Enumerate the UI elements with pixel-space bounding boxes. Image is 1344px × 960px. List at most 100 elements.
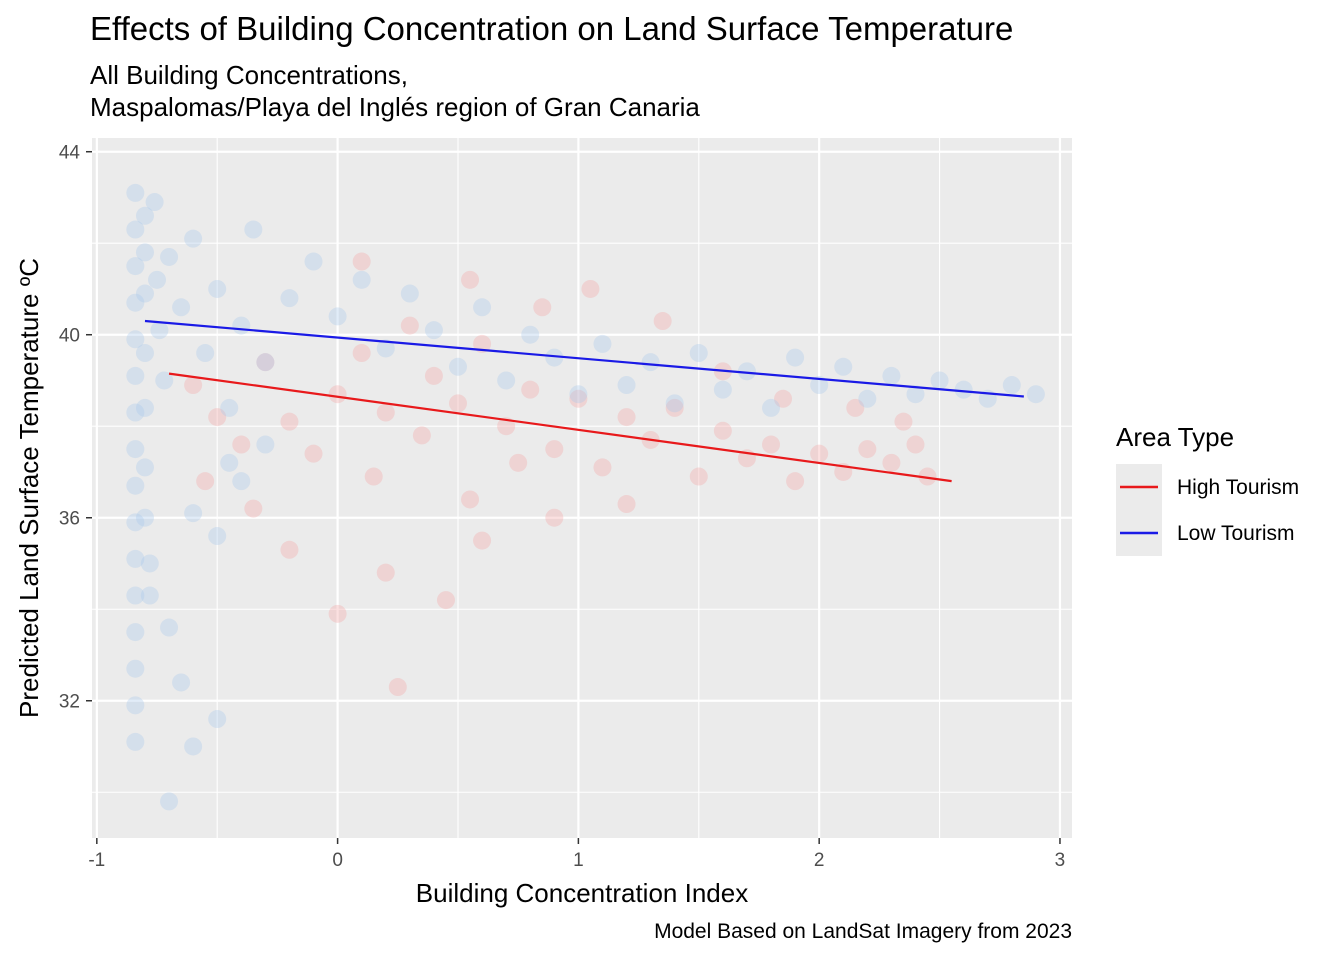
point-low-tourism bbox=[145, 193, 164, 212]
point-high-tourism bbox=[665, 398, 684, 417]
point-high-tourism bbox=[497, 417, 516, 436]
point-high-tourism bbox=[412, 426, 431, 445]
point-high-tourism bbox=[786, 472, 805, 491]
point-high-tourism bbox=[436, 591, 455, 610]
point-low-tourism bbox=[786, 348, 805, 367]
point-low-tourism bbox=[126, 220, 145, 239]
point-low-tourism bbox=[126, 366, 145, 385]
point-low-tourism bbox=[126, 476, 145, 495]
point-low-tourism bbox=[172, 673, 191, 692]
point-low-tourism bbox=[665, 394, 684, 413]
x-axis-label: Building Concentration Index bbox=[416, 878, 748, 908]
point-low-tourism bbox=[424, 321, 443, 340]
point-low-tourism bbox=[834, 357, 853, 376]
chart-caption: Model Based on LandSat Imagery from 2023 bbox=[654, 920, 1072, 943]
point-low-tourism bbox=[220, 453, 239, 472]
point-high-tourism bbox=[196, 472, 215, 491]
point-low-tourism bbox=[256, 435, 275, 454]
point-low-tourism bbox=[232, 472, 251, 491]
point-low-tourism bbox=[280, 289, 299, 308]
legend-key-bg bbox=[1116, 464, 1162, 556]
point-high-tourism bbox=[545, 440, 564, 459]
point-low-tourism bbox=[569, 385, 588, 404]
point-high-tourism bbox=[473, 531, 492, 550]
y-tick-label: 44 bbox=[59, 143, 81, 164]
point-high-tourism bbox=[473, 334, 492, 353]
point-low-tourism bbox=[135, 206, 154, 225]
point-low-tourism bbox=[208, 279, 227, 298]
point-low-tourism bbox=[126, 293, 145, 312]
point-low-tourism bbox=[135, 398, 154, 417]
point-low-tourism bbox=[126, 403, 145, 422]
x-tick-label: 2 bbox=[814, 850, 825, 871]
point-high-tourism bbox=[762, 435, 781, 454]
y-tick-label: 32 bbox=[59, 692, 80, 713]
point-high-tourism bbox=[858, 440, 877, 459]
point-low-tourism bbox=[184, 737, 203, 756]
point-low-tourism bbox=[737, 362, 756, 381]
point-low-tourism bbox=[135, 344, 154, 363]
point-high-tourism bbox=[617, 408, 636, 427]
point-high-tourism bbox=[713, 421, 732, 440]
point-high-tourism bbox=[689, 467, 708, 486]
legend-label-high-tourism: High Tourism bbox=[1177, 476, 1299, 499]
point-low-tourism bbox=[160, 792, 179, 811]
point-low-tourism bbox=[328, 307, 347, 326]
point-high-tourism bbox=[256, 353, 275, 372]
point-low-tourism bbox=[858, 389, 877, 408]
point-high-tourism bbox=[352, 252, 371, 271]
point-low-tourism bbox=[713, 380, 732, 399]
point-low-tourism bbox=[882, 366, 901, 385]
point-low-tourism bbox=[155, 371, 174, 390]
point-high-tourism bbox=[388, 678, 407, 697]
point-high-tourism bbox=[617, 495, 636, 514]
point-low-tourism bbox=[126, 330, 145, 349]
point-high-tourism bbox=[894, 412, 913, 431]
point-high-tourism bbox=[244, 499, 263, 518]
point-high-tourism bbox=[521, 380, 540, 399]
point-high-tourism bbox=[328, 604, 347, 623]
point-low-tourism bbox=[930, 371, 949, 390]
point-low-tourism bbox=[126, 586, 145, 605]
point-high-tourism bbox=[424, 366, 443, 385]
point-low-tourism bbox=[126, 696, 145, 715]
point-low-tourism bbox=[641, 353, 660, 372]
point-low-tourism bbox=[126, 549, 145, 568]
point-high-tourism bbox=[569, 389, 588, 408]
x-tick-label: 1 bbox=[573, 850, 584, 871]
point-high-tourism bbox=[533, 298, 552, 317]
point-low-tourism bbox=[593, 334, 612, 353]
point-low-tourism bbox=[1002, 376, 1021, 395]
point-low-tourism bbox=[617, 376, 636, 395]
x-axis: -1 0 1 2 3 bbox=[88, 838, 1065, 871]
point-low-tourism bbox=[208, 710, 227, 729]
point-high-tourism bbox=[918, 467, 937, 486]
point-high-tourism bbox=[280, 412, 299, 431]
point-high-tourism bbox=[774, 389, 793, 408]
point-low-tourism bbox=[196, 344, 215, 363]
point-low-tourism bbox=[126, 623, 145, 642]
point-high-tourism bbox=[400, 316, 419, 335]
point-low-tourism bbox=[689, 344, 708, 363]
point-low-tourism bbox=[521, 325, 540, 344]
legend-title: Area Type bbox=[1116, 422, 1234, 452]
point-low-tourism bbox=[135, 458, 154, 477]
point-low-tourism bbox=[448, 357, 467, 376]
scatter-points bbox=[126, 183, 1045, 811]
point-low-tourism bbox=[126, 440, 145, 459]
grid-major bbox=[92, 138, 1072, 838]
point-high-tourism bbox=[376, 563, 395, 582]
point-high-tourism bbox=[882, 453, 901, 472]
point-high-tourism bbox=[280, 540, 299, 559]
chart-subtitle-line-1: All Building Concentrations, bbox=[90, 60, 408, 90]
legend: Area Type High Tourism Low Tourism bbox=[1116, 422, 1299, 556]
point-low-tourism bbox=[376, 339, 395, 358]
chart-subtitle-line-2: Maspalomas/Playa del Inglés region of Gr… bbox=[90, 92, 700, 122]
point-high-tourism bbox=[593, 458, 612, 477]
point-low-tourism bbox=[906, 385, 925, 404]
point-low-tourism bbox=[126, 183, 145, 202]
trend-line-low-tourism bbox=[144, 319, 1024, 398]
point-low-tourism bbox=[497, 371, 516, 390]
